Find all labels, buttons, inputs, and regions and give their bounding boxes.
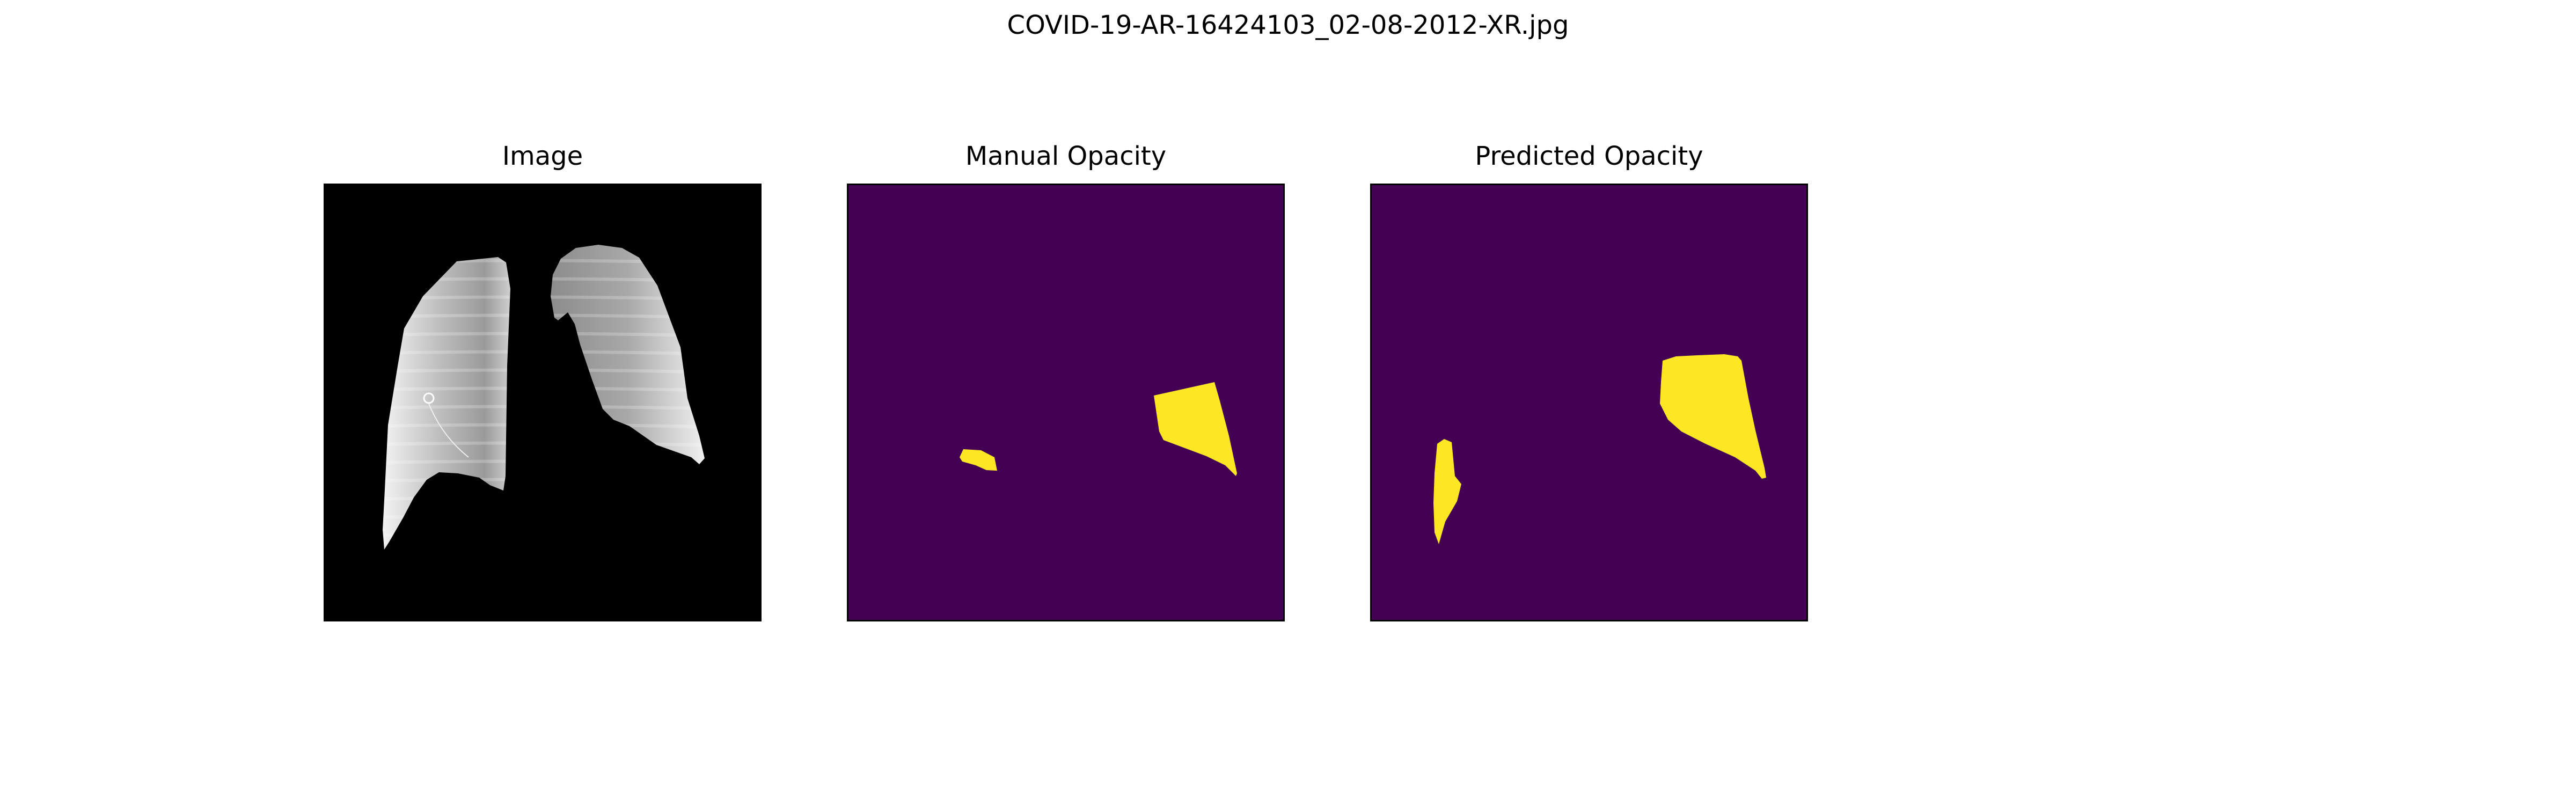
predicted-opacity-mask [1370,184,1808,621]
panel-predicted-opacity [1370,184,1808,621]
opacity-region [1154,382,1237,476]
panel-title-predicted: Predicted Opacity [1475,141,1703,171]
manual-opacity-mask [847,184,1285,621]
panel-image [324,184,762,621]
figure-title: COVID-19-AR-16424103_02-08-2012-XR.jpg [1007,10,1569,40]
xray-image [324,184,762,621]
left-lung [383,257,510,550]
panel-title-manual: Manual Opacity [965,141,1167,171]
image-frame [324,184,762,621]
mask-frame [1370,184,1808,621]
mask-frame [847,184,1285,621]
panel-manual-opacity [847,184,1285,621]
panel-title-image: Image [502,141,583,171]
image-background [324,184,762,621]
right-lung [551,245,705,464]
opacity-region [1660,354,1766,479]
device-marker [423,392,435,404]
opacity-region [960,449,997,471]
opacity-region [1433,439,1461,544]
